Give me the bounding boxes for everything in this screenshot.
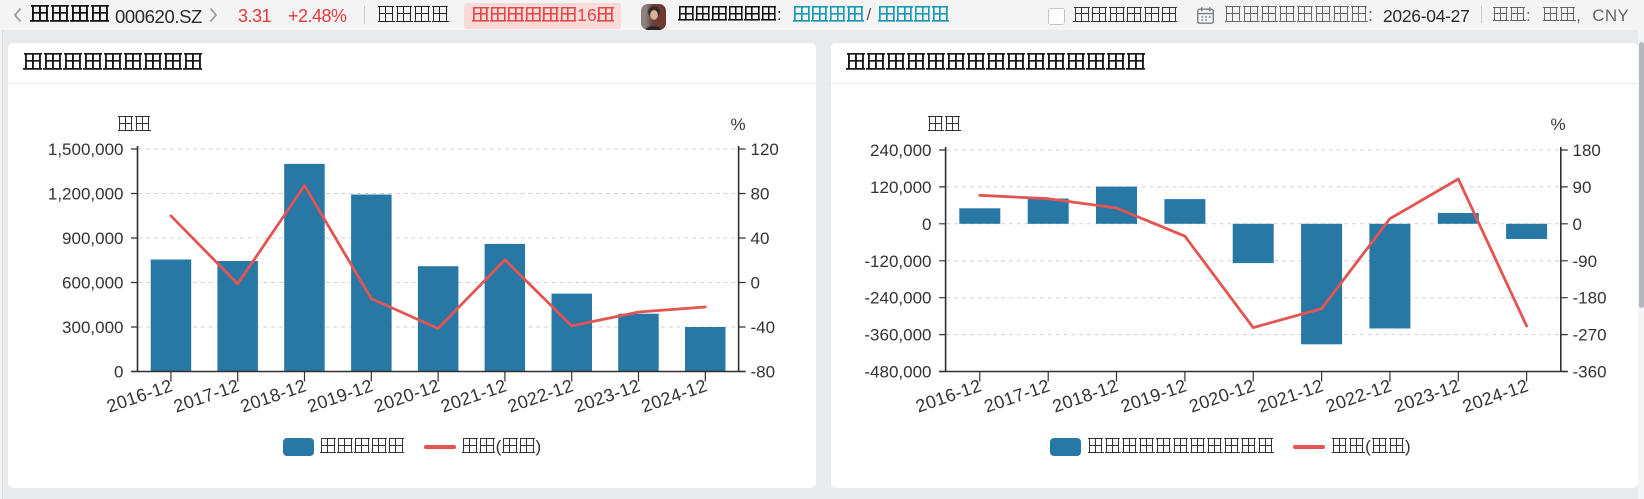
svg-text:0: 0 (922, 215, 931, 234)
svg-text:80: 80 (751, 185, 770, 204)
svg-text:120,000: 120,000 (870, 178, 931, 197)
svg-text:120: 120 (751, 140, 779, 159)
svg-text:0: 0 (1573, 215, 1582, 234)
svg-text:%: % (1551, 115, 1566, 134)
svg-text:1,200,000: 1,200,000 (48, 185, 124, 204)
svg-text:-40: -40 (751, 318, 776, 337)
svg-text:90: 90 (1573, 178, 1592, 197)
svg-text:2021-12: 2021-12 (1255, 375, 1326, 416)
svg-text:-80: -80 (751, 363, 776, 382)
svg-text:-240,000: -240,000 (864, 289, 931, 308)
svg-text:900,000: 900,000 (62, 229, 123, 248)
svg-text:2021-12: 2021-12 (438, 375, 509, 416)
svg-text:2022-12: 2022-12 (1323, 375, 1394, 416)
svg-text:2020-12: 2020-12 (1187, 375, 1258, 416)
svg-text:180: 180 (1573, 141, 1601, 160)
svg-text:-360: -360 (1573, 363, 1607, 382)
svg-text:%: % (731, 115, 746, 134)
svg-text:0: 0 (751, 274, 760, 293)
svg-text:600,000: 600,000 (62, 274, 123, 293)
svg-text:2023-12: 2023-12 (1392, 375, 1463, 416)
svg-text:2019-12: 2019-12 (305, 375, 376, 416)
svg-text:2022-12: 2022-12 (505, 375, 576, 416)
svg-text:-180: -180 (1573, 289, 1607, 308)
svg-text:1,500,000: 1,500,000 (48, 140, 124, 159)
svg-text:0: 0 (114, 363, 123, 382)
svg-text:40: 40 (751, 229, 770, 248)
svg-text:2016-12: 2016-12 (913, 375, 984, 416)
svg-text:300,000: 300,000 (62, 318, 123, 337)
svg-text:240,000: 240,000 (870, 141, 931, 160)
svg-text:-90: -90 (1573, 252, 1598, 271)
svg-text:2018-12: 2018-12 (238, 375, 309, 416)
svg-text:2024-12: 2024-12 (639, 375, 710, 416)
svg-text:2017-12: 2017-12 (982, 375, 1053, 416)
svg-text:-120,000: -120,000 (864, 252, 931, 271)
svg-text:2017-12: 2017-12 (171, 375, 242, 416)
svg-text:2016-12: 2016-12 (104, 375, 175, 416)
svg-text:2019-12: 2019-12 (1118, 375, 1189, 416)
svg-text:2020-12: 2020-12 (371, 375, 442, 416)
svg-text:-360,000: -360,000 (864, 326, 931, 345)
svg-text:-480,000: -480,000 (864, 363, 931, 382)
svg-text:2024-12: 2024-12 (1460, 375, 1531, 416)
svg-text:2018-12: 2018-12 (1050, 375, 1121, 416)
svg-text:-270: -270 (1573, 326, 1607, 345)
svg-text:2023-12: 2023-12 (572, 375, 643, 416)
